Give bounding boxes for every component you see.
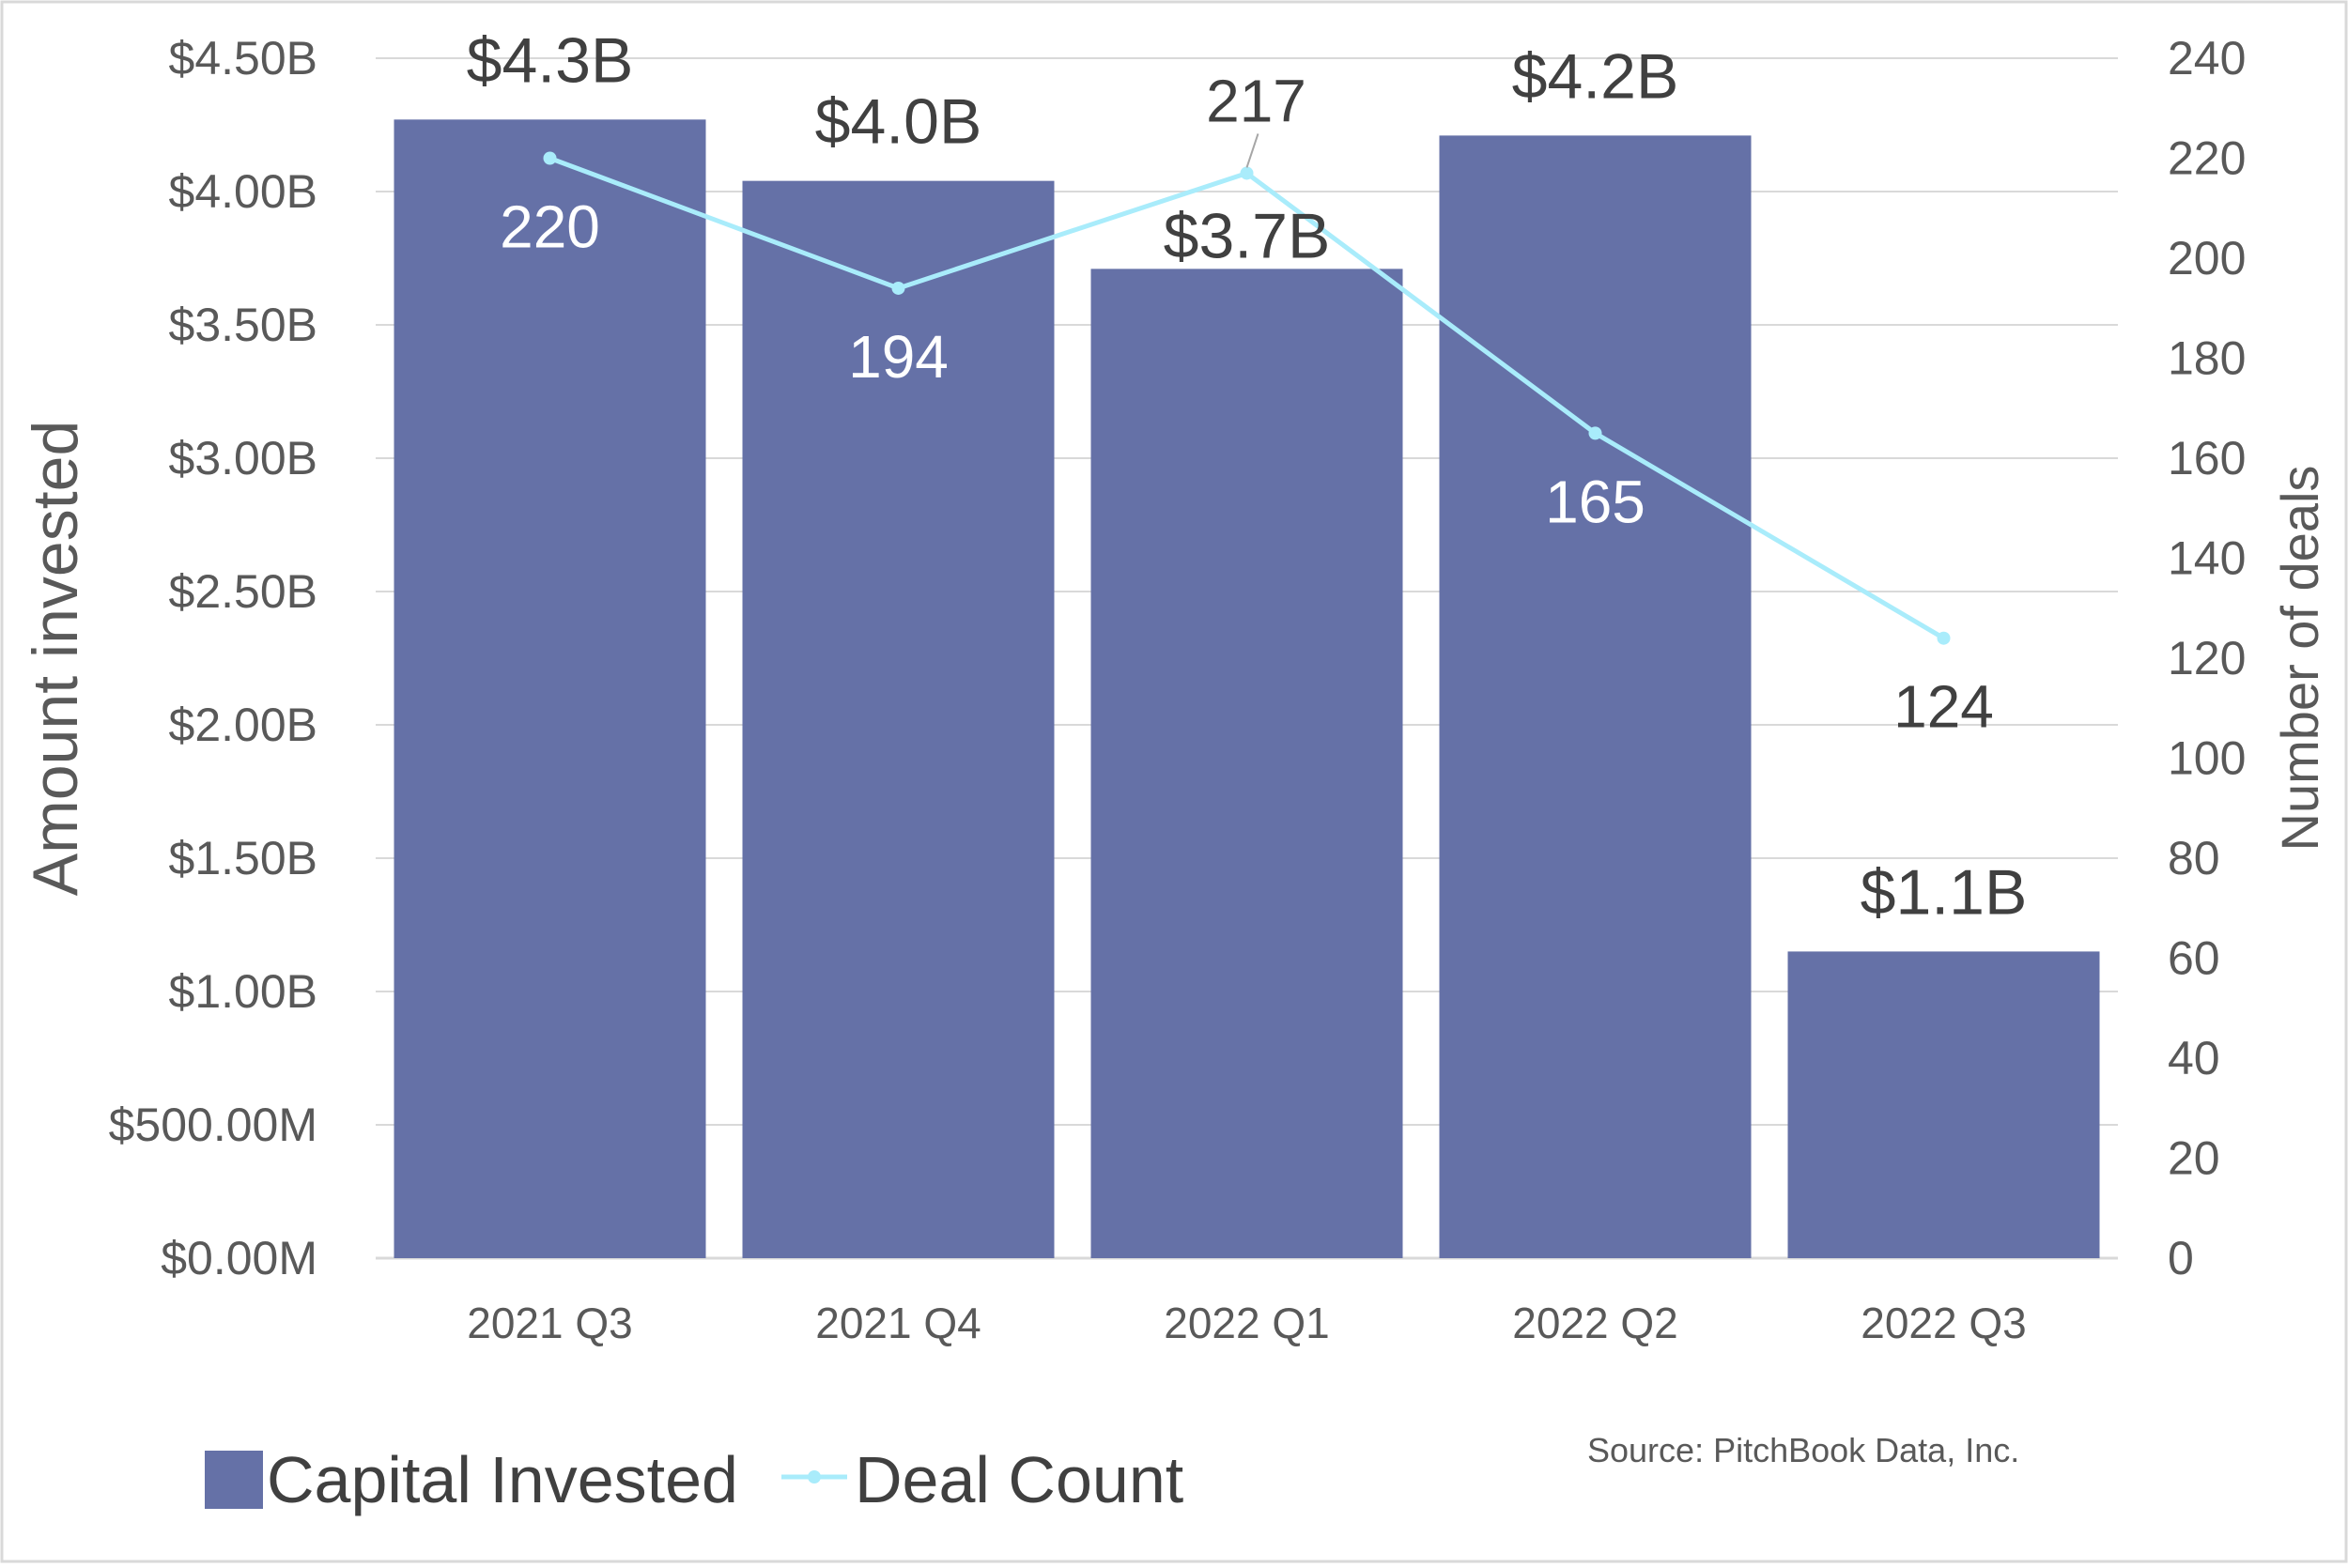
y-right-tick-label: 140 xyxy=(2168,532,2246,585)
y-left-tick-label: $0.00M xyxy=(161,1232,317,1284)
y-right-tick-label: 60 xyxy=(2168,932,2220,985)
y-right-tick-label: 220 xyxy=(2168,132,2246,185)
y-left-tick-label: $1.50B xyxy=(169,832,317,884)
x-tick-label: 2021 Q4 xyxy=(815,1299,981,1347)
deal-count-label: 165 xyxy=(1545,468,1645,535)
deal-count-label: 194 xyxy=(848,323,949,391)
y-right-tick-label: 100 xyxy=(2168,732,2246,785)
y-left-tick-label: $4.00B xyxy=(169,165,317,218)
y-left-tick-label: $4.50B xyxy=(169,32,317,85)
y-left-tick-label: $2.50B xyxy=(169,565,317,618)
bar xyxy=(1787,951,2100,1258)
y-left-tick-label: $1.00B xyxy=(169,965,317,1018)
data-labels: $4.3B $4.0B $3.7B $4.2B $1.1B 220 194 217 165 124 xyxy=(467,24,2028,928)
y-right-tick-label: 40 xyxy=(2168,1032,2220,1084)
y-left-tick-label: $500.00M xyxy=(109,1099,317,1151)
y-axis-right-title: Number of deals xyxy=(2270,466,2329,852)
y-left-tick-label: $2.00B xyxy=(169,699,317,751)
bar xyxy=(742,180,1055,1258)
y-right-tick-label: 240 xyxy=(2168,32,2246,85)
bar-value-label: $4.3B xyxy=(467,24,634,96)
deal-count-point xyxy=(1588,426,1602,440)
legend-label-capital-invested: Capital Invested xyxy=(267,1443,738,1516)
y-right-tick-label: 120 xyxy=(2168,632,2246,684)
y-axis-left-title: Amount invested xyxy=(20,421,91,897)
legend-label-deal-count: Deal Count xyxy=(855,1443,1183,1516)
bar-value-label: $3.7B xyxy=(1164,200,1331,271)
bar-value-label: $1.1B xyxy=(1861,856,2028,928)
bar-value-label: $4.0B xyxy=(815,86,982,158)
y-right-tick-label: 20 xyxy=(2168,1132,2220,1185)
legend-swatch-capital-invested xyxy=(205,1451,263,1509)
y-right-tick-label: 160 xyxy=(2168,432,2246,484)
deal-count-point xyxy=(543,151,557,165)
y-left-tick-label: $3.00B xyxy=(169,432,317,484)
y-right-tick-label: 0 xyxy=(2168,1232,2194,1284)
axes: $0.00M $500.00M $1.00B $1.50B $2.00B $2.50B $3… xyxy=(109,32,2247,1347)
bar xyxy=(1090,269,1403,1258)
y-right-tick-label: 200 xyxy=(2168,232,2246,284)
legend-swatch-deal-count-marker xyxy=(808,1470,821,1483)
x-tick-label: 2022 Q3 xyxy=(1861,1299,2026,1347)
source-note: Source: PitchBook Data, Inc. xyxy=(1587,1431,2019,1469)
bar-series xyxy=(394,119,2100,1259)
deal-count-label-leader xyxy=(1245,133,1259,168)
y-right-tick-label: 180 xyxy=(2168,332,2246,385)
y-left-tick-label: $3.50B xyxy=(169,299,317,351)
bar-value-label: $4.2B xyxy=(1512,40,1679,112)
deal-count-point xyxy=(891,281,905,295)
legend: Capital Invested Deal Count xyxy=(205,1443,1183,1516)
deal-count-point xyxy=(1240,166,1254,180)
deal-count-point xyxy=(1937,631,1951,645)
bar xyxy=(394,119,706,1259)
x-tick-label: 2022 Q1 xyxy=(1164,1299,1329,1347)
x-tick-label: 2022 Q2 xyxy=(1512,1299,1677,1347)
y-right-tick-label: 80 xyxy=(2168,832,2220,884)
deal-count-label: 124 xyxy=(1893,673,1994,741)
line-series xyxy=(543,151,1951,645)
bar xyxy=(1439,135,1752,1259)
deal-count-label: 220 xyxy=(500,193,600,261)
x-tick-label: 2021 Q3 xyxy=(467,1299,632,1347)
deal-count-label: 217 xyxy=(1206,67,1306,134)
